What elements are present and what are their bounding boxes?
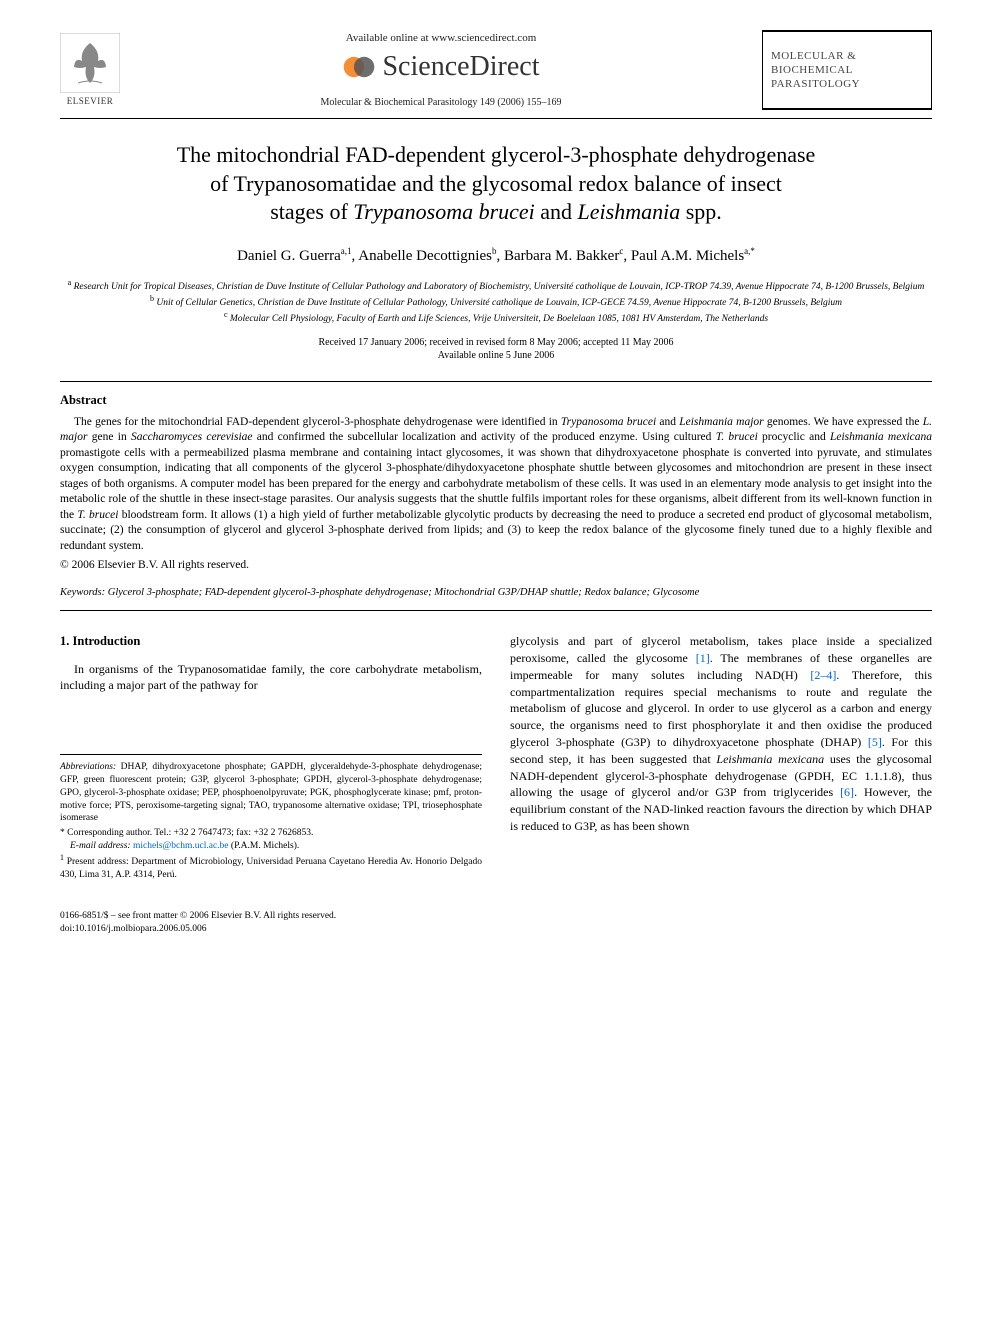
intro-para-1: In organisms of the Trypanosomatidae fam…	[60, 661, 482, 695]
footnote-block: Abbreviations: DHAP, dihydroxyacetone ph…	[60, 754, 482, 881]
abs-t2: and	[656, 416, 679, 428]
abbrev-text: DHAP, dihydroxyacetone phosphate; GAPDH,…	[60, 762, 482, 823]
affiliation-a-text: Research Unit for Tropical Diseases, Chr…	[74, 282, 925, 292]
cite-1[interactable]: [1]	[696, 651, 710, 665]
abs-i1: Trypanosoma brucei	[561, 416, 656, 428]
author-list: Daniel G. Guerraa,1, Anabelle Decottigni…	[60, 245, 932, 266]
sciencedirect-block: Available online at www.sciencedirect.co…	[120, 31, 762, 109]
author-4: Paul A.M. Michels	[631, 248, 744, 264]
author-4-affil: a,*	[744, 246, 755, 256]
abs-t1: The genes for the mitochondrial FAD-depe…	[74, 416, 561, 428]
author-3-affil: c	[619, 246, 623, 256]
title-species-2: Leishmania	[578, 199, 681, 224]
abs-t5: and confirmed the subcellular localizati…	[253, 431, 716, 443]
keywords-label: Keywords:	[60, 587, 105, 598]
intro-para-2: glycolysis and part of glycerol metaboli…	[510, 633, 932, 835]
article-dates: Received 17 January 2006; received in re…	[60, 336, 932, 363]
sciencedirect-icon	[342, 50, 376, 84]
email-label: E-mail address:	[70, 841, 131, 851]
corresponding-author: * Corresponding author. Tel.: +32 2 7647…	[60, 827, 482, 840]
affiliation-c: c Molecular Cell Physiology, Faculty of …	[60, 310, 932, 326]
publication-title-box: MOLECULAR & BIOCHEMICAL PARASITOLOGY	[762, 30, 932, 110]
page-header: ELSEVIER Available online at www.science…	[60, 30, 932, 110]
abs-t6: procyclic and	[758, 431, 830, 443]
affiliation-b: b Unit of Cellular Genetics, Christian d…	[60, 294, 932, 310]
abs-t8: bloodstream form. It allows (1) a high y…	[60, 509, 932, 552]
doi-line: doi:10.1016/j.molbiopara.2006.05.006	[60, 923, 932, 936]
affiliation-c-text: Molecular Cell Physiology, Faculty of Ea…	[230, 314, 768, 324]
elsevier-logo: ELSEVIER	[60, 33, 120, 107]
note1-text: Present address: Department of Microbiol…	[60, 857, 482, 880]
ip2-i1: Leishmania mexicana	[716, 752, 824, 766]
abstract-bottom-rule	[60, 610, 932, 611]
abstract-top-rule	[60, 381, 932, 382]
author-2-affil: b	[492, 246, 497, 256]
present-address: 1 Present address: Department of Microbi…	[60, 853, 482, 882]
page-footer: 0166-6851/$ – see front matter © 2006 El…	[60, 910, 932, 936]
article-title: The mitochondrial FAD-dependent glycerol…	[90, 141, 902, 227]
abbrev-line: Abbreviations: DHAP, dihydroxyacetone ph…	[60, 761, 482, 825]
title-species-1: Trypanosoma brucei	[353, 199, 535, 224]
left-column-block: 1. Introduction In organisms of the Tryp…	[60, 633, 482, 882]
abs-i2: Leishmania major	[679, 416, 763, 428]
affiliation-list: a Research Unit for Tropical Diseases, C…	[60, 278, 932, 326]
author-1: Daniel G. Guerra	[237, 248, 341, 264]
author-3: Barbara M. Bakker	[504, 248, 619, 264]
elsevier-tree-icon	[60, 33, 120, 93]
intro-heading: 1. Introduction	[60, 633, 482, 651]
author-2: Anabelle Decottignies	[358, 248, 492, 264]
sciencedirect-text: ScienceDirect	[382, 48, 539, 86]
email-link[interactable]: michels@bchm.ucl.ac.be	[133, 841, 229, 851]
publication-title: MOLECULAR & BIOCHEMICAL PARASITOLOGY	[771, 49, 923, 92]
journal-reference: Molecular & Biochemical Parasitology 149…	[120, 96, 762, 110]
title-line-3b: and	[535, 199, 578, 224]
email-line: E-mail address: michels@bchm.ucl.ac.be (…	[70, 840, 482, 853]
received-dates: Received 17 January 2006; received in re…	[60, 336, 932, 350]
cite-5[interactable]: [5]	[868, 735, 882, 749]
abbrev-label: Abbreviations:	[60, 762, 116, 772]
abstract-copyright: © 2006 Elsevier B.V. All rights reserved…	[60, 558, 932, 574]
cite-2-4[interactable]: [2–4]	[810, 668, 836, 682]
title-line-1: The mitochondrial FAD-dependent glycerol…	[177, 142, 816, 167]
abstract-body: The genes for the mitochondrial FAD-depe…	[60, 415, 932, 555]
sciencedirect-logo: ScienceDirect	[120, 48, 762, 86]
keywords-line: Keywords: Glycerol 3-phosphate; FAD-depe…	[60, 586, 932, 600]
abs-t3: genomes. We have expressed the	[764, 416, 923, 428]
title-line-2: of Trypanosomatidae and the glycosomal r…	[210, 171, 782, 196]
title-line-3a: stages of	[270, 199, 353, 224]
abs-i4: Saccharomyces cerevisiae	[131, 431, 253, 443]
cite-6[interactable]: [6]	[840, 785, 854, 799]
email-who: (P.A.M. Michels).	[229, 841, 300, 851]
keywords-text: Glycerol 3-phosphate; FAD-dependent glyc…	[105, 587, 699, 598]
abs-i5: T. brucei	[716, 431, 758, 443]
abs-t4: gene in	[87, 431, 130, 443]
abs-i6: Leishmania mexicana	[830, 431, 932, 443]
affiliation-b-text: Unit of Cellular Genetics, Christian de …	[156, 298, 842, 308]
online-date: Available online 5 June 2006	[60, 349, 932, 363]
available-online-text: Available online at www.sciencedirect.co…	[120, 31, 762, 46]
abstract-section: Abstract The genes for the mitochondrial…	[60, 392, 932, 574]
issn-line: 0166-6851/$ – see front matter © 2006 El…	[60, 910, 932, 923]
abs-i7: T. brucei	[77, 509, 118, 521]
header-rule	[60, 118, 932, 119]
author-1-affil: a,1	[341, 246, 352, 256]
title-line-3c: spp.	[680, 199, 722, 224]
affiliation-a: a Research Unit for Tropical Diseases, C…	[60, 278, 932, 294]
abstract-heading: Abstract	[60, 392, 932, 409]
elsevier-label: ELSEVIER	[67, 95, 114, 107]
body-columns: 1. Introduction In organisms of the Tryp…	[60, 633, 932, 882]
